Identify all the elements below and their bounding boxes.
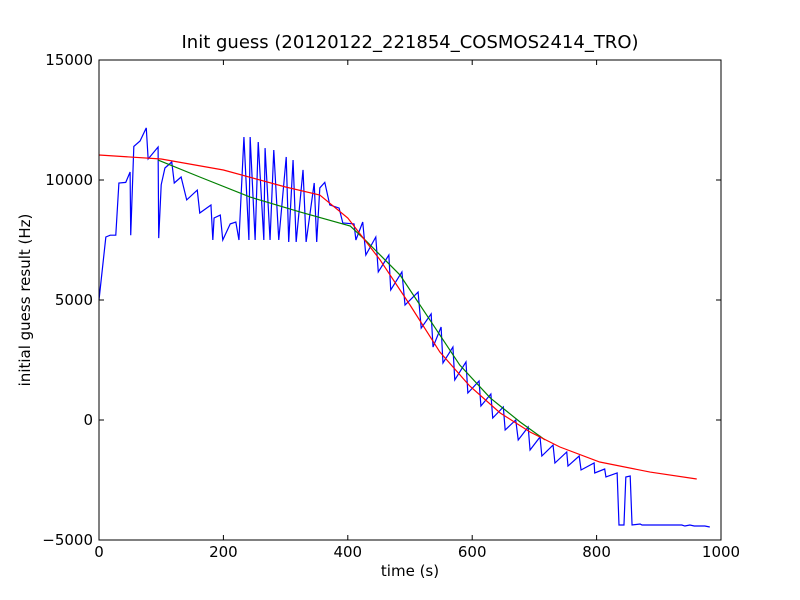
- x-tick-label: 800: [582, 543, 611, 561]
- y-tick-label: −5000: [42, 531, 93, 549]
- x-tick-label: 200: [209, 543, 238, 561]
- y-tick-label: 5000: [55, 291, 93, 309]
- y-axis-label: initial guess result (Hz): [16, 214, 34, 387]
- x-tick-label: 600: [458, 543, 487, 561]
- series-line: [98, 127, 710, 528]
- x-tick-label: 1000: [702, 543, 740, 561]
- y-tick-label: 15000: [45, 51, 93, 69]
- x-axis-label: time (s): [381, 562, 439, 580]
- series-line: [157, 159, 546, 441]
- series-line: [98, 154, 697, 480]
- chart-title: Init guess (20120122_221854_COSMOS2414_T…: [181, 32, 638, 53]
- x-tick-label: 400: [333, 543, 362, 561]
- plot-area: [98, 127, 710, 528]
- y-tick-label: 0: [83, 411, 93, 429]
- y-tick-label: 10000: [45, 171, 93, 189]
- x-tick-label: 0: [94, 543, 104, 561]
